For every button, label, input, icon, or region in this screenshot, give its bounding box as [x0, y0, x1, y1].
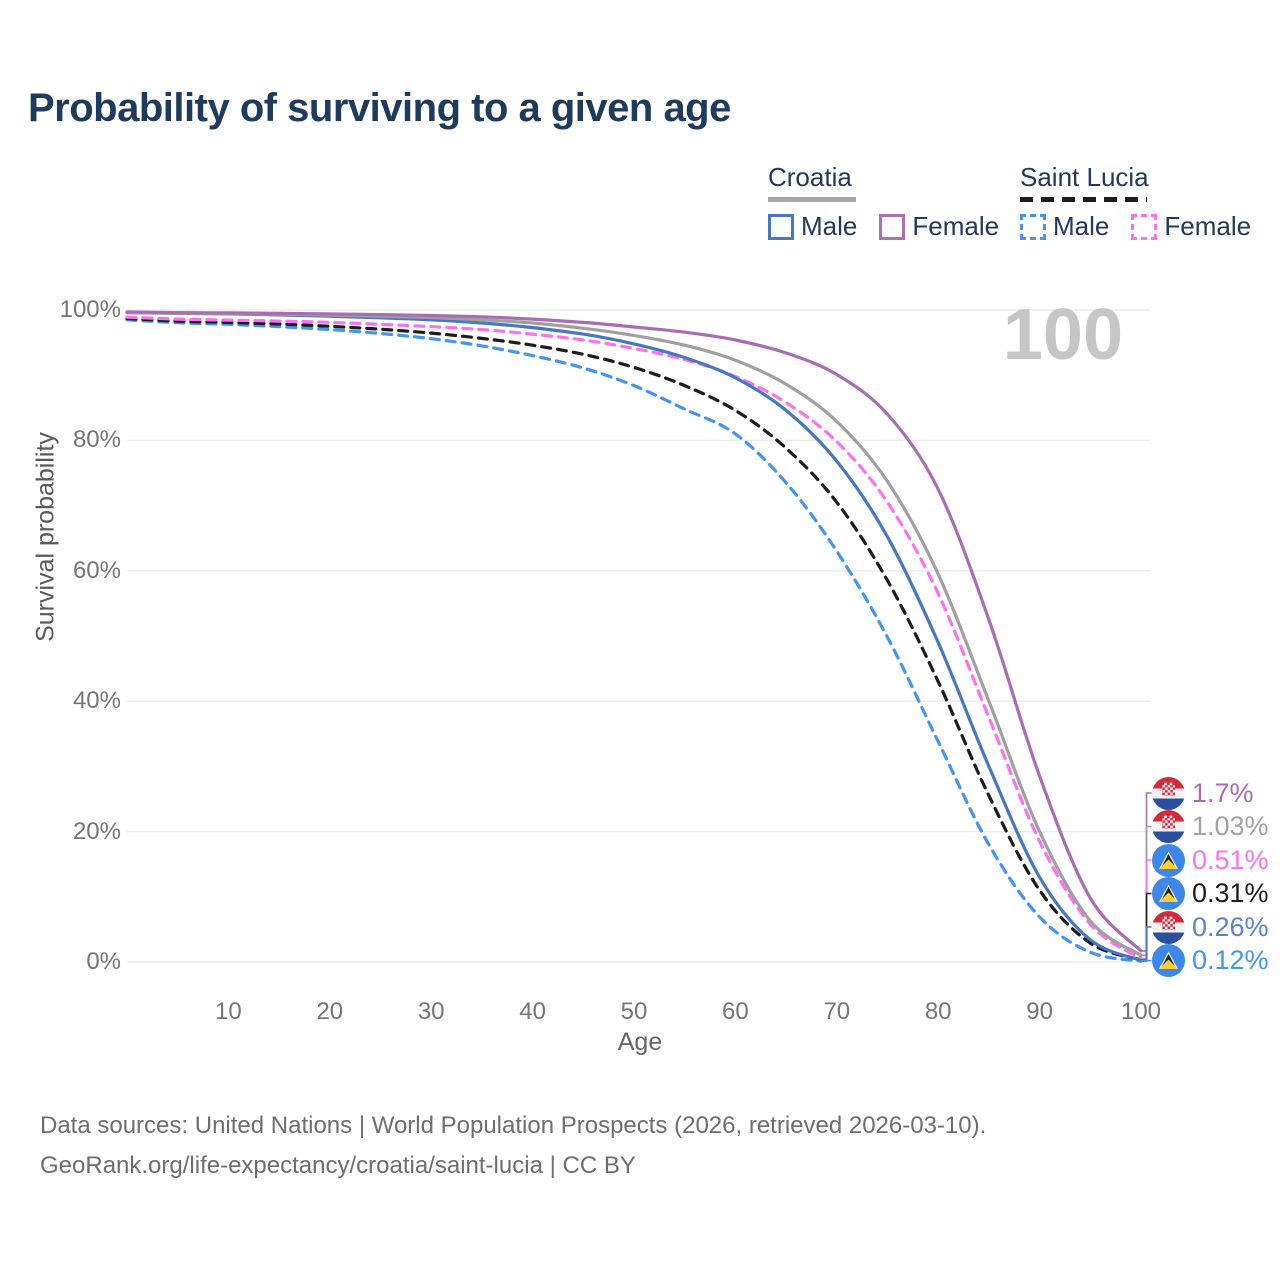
x-tick-label: 20: [316, 998, 344, 1025]
saint-lucia-flag-icon: [1152, 877, 1185, 910]
footer-line-1: Data sources: United Nations | World Pop…: [40, 1112, 987, 1139]
legend-item-saint-lucia-female[interactable]: Female: [1131, 211, 1251, 242]
end-label-croatia-male: 0.26%: [1152, 911, 1269, 944]
saint-lucia-flag-icon: [1152, 944, 1185, 977]
y-tick-label: 100%: [59, 296, 121, 323]
series-curve-croatia-both-sexes[interactable]: [125, 311, 1143, 957]
legend-group-croatia: Croatia Male Female: [768, 162, 999, 242]
series-curve-saint-lucia-female[interactable]: [125, 315, 1143, 961]
x-tick-label: 50: [620, 998, 648, 1025]
end-label-saint-lucia-both: 0.31%: [1152, 877, 1269, 910]
end-label-saint-lucia-female: 0.51%: [1152, 844, 1269, 877]
x-tick-label: 90: [1026, 998, 1053, 1025]
y-tick-label: 0%: [86, 948, 121, 975]
y-tick-label: 40%: [72, 687, 121, 715]
saint-lucia-dashed-line-sample: [1020, 197, 1147, 202]
y-tick-label: 20%: [72, 817, 121, 845]
y-tick-label: 60%: [72, 556, 121, 584]
croatia-flag-icon: [1152, 810, 1185, 843]
series-curve-croatia-male[interactable]: [125, 311, 1143, 962]
gridlines: [127, 309, 1150, 963]
legend-item-croatia-male[interactable]: Male: [768, 211, 857, 242]
x-tick-label: 60: [722, 998, 749, 1025]
saint-lucia-flag-icon: [1152, 844, 1185, 877]
x-tick-label: 10: [215, 998, 242, 1025]
end-label-connectors: [1141, 792, 1152, 962]
series-curve-saint-lucia-both-sexes[interactable]: [125, 316, 1143, 962]
saint-lucia-female-swatch-icon: [1131, 213, 1158, 240]
age-marker: 100: [1002, 295, 1123, 375]
croatia-female-swatch-icon: [879, 213, 906, 240]
footer-line-2: GeoRank.org/life-expectancy/croatia/sain…: [40, 1152, 636, 1179]
x-tick-label: 30: [417, 998, 445, 1025]
legend-item-saint-lucia-male[interactable]: Male: [1020, 211, 1109, 242]
legend-header-saint-lucia: Saint Lucia: [1020, 162, 1149, 192]
legend-item-croatia-female[interactable]: Female: [879, 211, 999, 242]
x-tick-label: 80: [924, 998, 952, 1025]
x-tick-label: 40: [519, 998, 546, 1025]
croatia-flag-icon: [1152, 777, 1185, 810]
end-label-croatia-both: 1.03%: [1152, 810, 1269, 843]
croatia-solid-line-sample: [768, 197, 856, 202]
croatia-flag-icon: [1152, 911, 1185, 944]
legend-header-croatia: Croatia: [768, 162, 852, 192]
end-label-croatia-female: 1.7%: [1152, 777, 1254, 810]
x-axis-title: Age: [617, 1028, 663, 1056]
x-tick-label: 70: [823, 998, 851, 1025]
series-curve-croatia-female[interactable]: [125, 310, 1143, 953]
x-tick-label: 100: [1120, 998, 1162, 1025]
croatia-male-swatch-icon: [768, 213, 794, 240]
page-title: Probability of surviving to a given age: [28, 86, 731, 130]
y-axis-title: Survival probability: [31, 432, 60, 642]
y-tick-label: 80%: [72, 426, 121, 454]
legend-group-saint-lucia: Saint Lucia Male Female: [1020, 162, 1251, 242]
end-label-saint-lucia-male: 0.12%: [1152, 944, 1269, 977]
saint-lucia-male-swatch-icon: [1020, 213, 1046, 240]
series-curve-saint-lucia-male[interactable]: [125, 318, 1143, 963]
data-source-attribution: Data sources: United Nations | World Pop…: [40, 1106, 986, 1186]
